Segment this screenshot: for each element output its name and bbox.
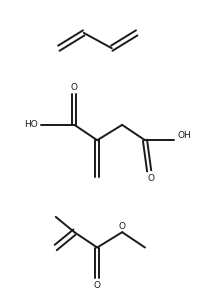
Text: O: O <box>148 174 155 183</box>
Text: O: O <box>94 281 101 290</box>
Text: OH: OH <box>177 131 191 140</box>
Text: HO: HO <box>24 120 38 129</box>
Text: O: O <box>71 83 78 92</box>
Text: O: O <box>119 222 126 231</box>
